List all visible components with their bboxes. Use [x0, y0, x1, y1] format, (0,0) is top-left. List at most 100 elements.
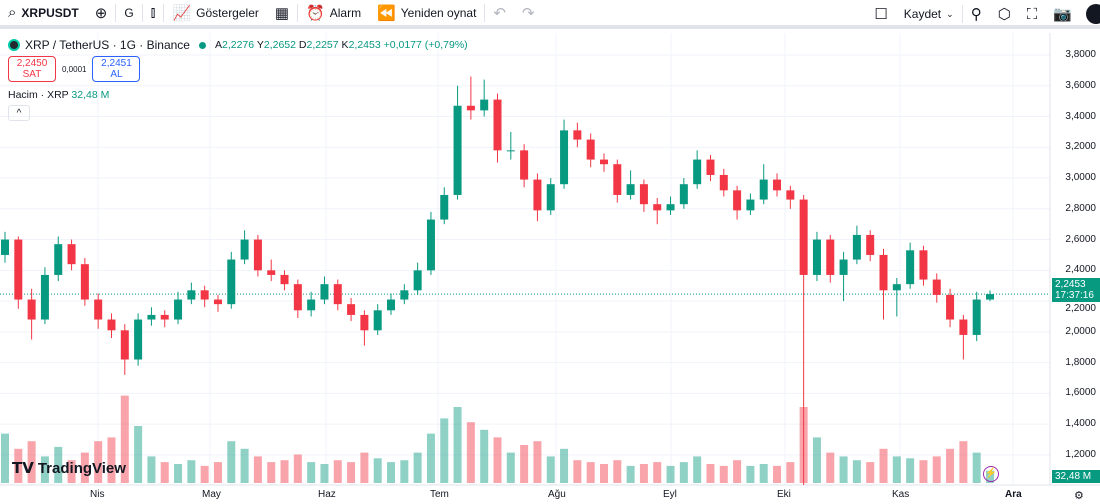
- candle-body: [706, 159, 715, 175]
- volume-bar: [879, 448, 888, 483]
- volume-bar: [240, 448, 249, 483]
- fullscreen-button[interactable]: ⛶: [1019, 0, 1046, 28]
- alarm-button[interactable]: ⏰ Alarm: [306, 4, 362, 22]
- volume-bar: [267, 462, 276, 483]
- candle-body: [852, 234, 861, 260]
- volume-bar: [919, 460, 928, 483]
- volume-bar: [892, 456, 901, 483]
- layouts-button[interactable]: ▦: [267, 0, 297, 27]
- volume-bar: [213, 462, 222, 483]
- price-tick-label: 1,6000: [1065, 387, 1096, 399]
- candle-body: [906, 250, 915, 285]
- chevron-up-icon: ^: [16, 108, 22, 119]
- candle-body: [639, 184, 648, 205]
- volume-bar: [520, 445, 529, 483]
- ohlc-values: A2,2276 Y2,2652 D2,2257 K2,2453 +0,0177 …: [214, 39, 468, 51]
- volume-bar: [293, 454, 302, 483]
- volume-bar: [826, 452, 835, 483]
- trade-buttons: 2,2450 SAT 0,0001 2,2451 AL: [8, 56, 141, 82]
- buy-button[interactable]: 2,2451 AL: [92, 56, 141, 82]
- sell-button[interactable]: 2,2450 SAT: [8, 56, 56, 82]
- candle-body: [746, 199, 755, 211]
- tv-logo-icon: 𝗧𝗩: [12, 460, 34, 477]
- candle-body: [560, 130, 569, 185]
- volume-bar: [773, 465, 782, 483]
- avatar[interactable]: [1086, 4, 1100, 24]
- candle-body: [387, 299, 396, 311]
- time-tick-label: Eki: [777, 489, 791, 500]
- time-tick-label: Nis: [90, 489, 105, 500]
- volume-bar: [347, 462, 356, 483]
- candle-body: [67, 244, 76, 265]
- candle-body: [733, 190, 742, 211]
- candle-body: [27, 299, 36, 320]
- candle-body: [786, 190, 795, 200]
- save-button[interactable]: Kaydet ⌄: [903, 7, 954, 21]
- quick-search-button[interactable]: ⚲: [963, 0, 990, 28]
- indicators-button[interactable]: 📈 Göstergeler: [172, 4, 259, 22]
- settings-button[interactable]: ⬡: [990, 0, 1019, 28]
- volume-bar: [573, 460, 582, 483]
- symbol-search-button[interactable]: ⌕ XRPUSDT: [8, 4, 79, 21]
- tradingview-logo[interactable]: 𝗧𝗩 TradingView: [12, 459, 126, 478]
- volume-bar: [120, 395, 129, 483]
- lightning-search-icon: ⚲: [970, 6, 982, 23]
- candle-body: [307, 299, 316, 311]
- compare-button[interactable]: ⊕: [87, 0, 116, 27]
- volume-bar: [253, 456, 262, 483]
- candle-body: [799, 199, 808, 275]
- price-tick-label: 2,4000: [1065, 264, 1096, 276]
- volume-bar: [94, 441, 103, 483]
- redo-button[interactable]: ↷: [514, 0, 543, 27]
- volume-bar: [400, 460, 409, 483]
- candle-body: [892, 284, 901, 291]
- candle-body: [866, 234, 875, 255]
- candle-body: [293, 284, 302, 311]
- chart-type-button[interactable]: ⫾: [143, 0, 164, 27]
- volume-bar: [147, 456, 156, 483]
- volume-bar: [613, 460, 622, 483]
- price-tick-label: 3,2000: [1065, 141, 1096, 153]
- volume-bar: [54, 446, 63, 483]
- screenshot-button[interactable]: 📷: [1045, 0, 1080, 28]
- volume-bar: [639, 464, 648, 483]
- indicators-icon: 📈: [172, 4, 192, 22]
- volume-bar: [959, 441, 968, 483]
- volume-bar: [666, 465, 675, 483]
- candle-body: [759, 179, 768, 200]
- candle-body: [333, 284, 342, 305]
- candle-body: [586, 139, 595, 160]
- volume-bar: [653, 462, 662, 483]
- volume-bar: [1, 433, 9, 483]
- candle-body: [520, 150, 529, 180]
- axis-settings-icon[interactable]: ⚙: [1074, 490, 1084, 502]
- price-tick-label: 2,2000: [1065, 303, 1096, 314]
- candle-body: [120, 330, 129, 360]
- volume-bar: [27, 441, 36, 483]
- layout-button[interactable]: ☐: [866, 0, 895, 28]
- volume-bar: [200, 465, 209, 483]
- camera-icon: 📷: [1053, 6, 1072, 23]
- time-tick-label: Ağu: [548, 489, 566, 500]
- volume-bar: [480, 429, 489, 483]
- volume-bar: [280, 460, 289, 483]
- price-chart[interactable]: [0, 33, 1100, 504]
- volume-bar: [866, 462, 875, 483]
- replay-button[interactable]: ⏪ Yeniden oynat: [377, 4, 477, 22]
- interval-button[interactable]: G: [124, 5, 134, 20]
- time-tick-label: Tem: [430, 489, 449, 500]
- candle-body: [94, 299, 103, 320]
- collapse-legend-button[interactable]: ^: [8, 105, 30, 121]
- symbol-title[interactable]: XRP / TetherUS · 1G · Binance: [25, 38, 190, 52]
- volume-bar: [160, 462, 169, 483]
- candle-body: [533, 179, 542, 211]
- xrp-logo-icon: [8, 39, 20, 51]
- candle-body: [959, 319, 968, 335]
- candle-body: [693, 159, 702, 185]
- volume-bar: [40, 456, 49, 483]
- undo-button[interactable]: ↶: [485, 0, 514, 27]
- candle-body: [480, 99, 489, 111]
- lightning-icon[interactable]: ⚡: [983, 466, 999, 482]
- candle-body: [240, 239, 249, 260]
- search-icon: ⌕: [8, 4, 17, 21]
